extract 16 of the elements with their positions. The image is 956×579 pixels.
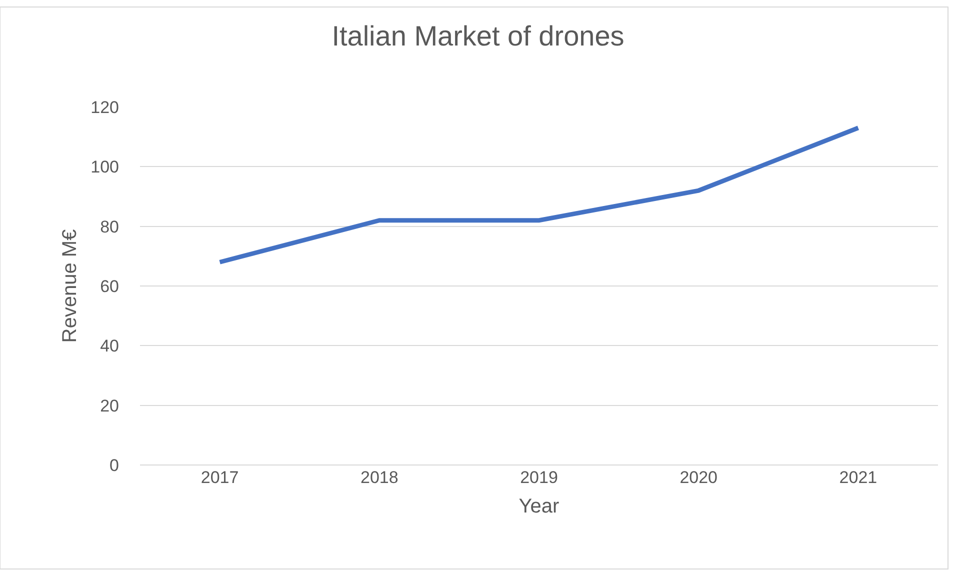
y-tick-label: 0 (110, 456, 119, 475)
x-tick-label: 2019 (520, 468, 558, 487)
y-axis-title: Revenue M€ (59, 229, 82, 343)
y-tick-label: 80 (100, 217, 119, 236)
y-tick-label: 100 (90, 158, 119, 177)
x-axis-title: Year (518, 496, 560, 518)
y-tick-label: 120 (90, 98, 119, 117)
chart-title: Italian Market of drones (332, 20, 624, 52)
x-tick-label: 2018 (360, 468, 398, 487)
x-tick-label: 2021 (839, 468, 878, 487)
y-tick-label: 20 (100, 396, 119, 416)
y-tick-label: 60 (100, 276, 119, 296)
x-tick-label: 2017 (200, 468, 239, 487)
y-tick-label: 40 (100, 336, 119, 356)
line-series (218, 126, 860, 264)
x-tick-label: 2020 (680, 468, 718, 487)
